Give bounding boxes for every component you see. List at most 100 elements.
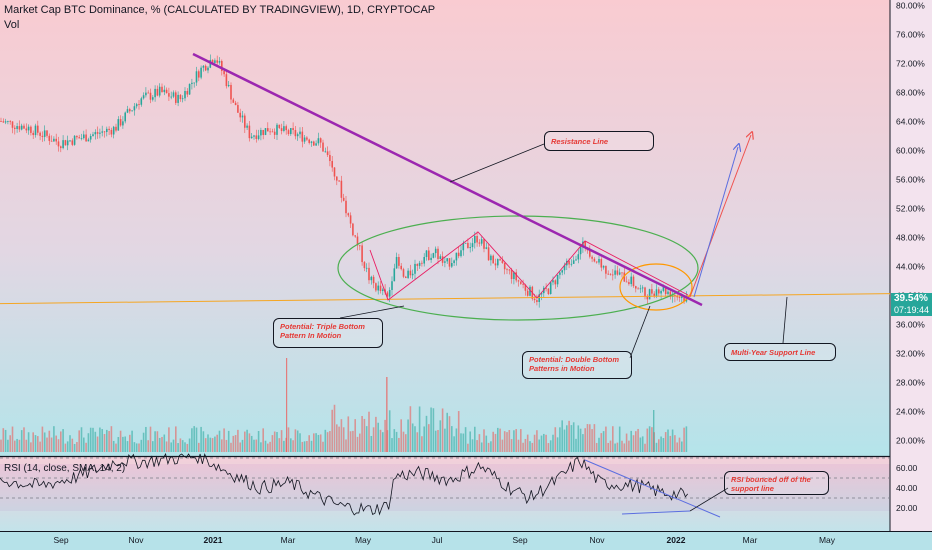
candle-body bbox=[460, 250, 462, 257]
candle-body bbox=[64, 140, 67, 146]
candle-body bbox=[142, 95, 145, 99]
volume-bar bbox=[156, 431, 159, 452]
annotation-support[interactable]: Multi-Year Support Line bbox=[724, 343, 836, 361]
candle-body bbox=[474, 235, 476, 244]
candle-body bbox=[296, 134, 299, 137]
candle-body bbox=[508, 269, 511, 271]
volume-bar bbox=[625, 433, 628, 452]
time-axis-tick: Mar bbox=[743, 535, 758, 545]
volume-bar bbox=[161, 436, 163, 452]
candle-body bbox=[149, 92, 152, 100]
volume-bar bbox=[635, 431, 637, 452]
candle-body bbox=[133, 106, 136, 111]
volume-bar bbox=[453, 436, 455, 452]
volume-bar bbox=[99, 427, 101, 452]
volume-bar bbox=[490, 441, 492, 452]
volume-bar bbox=[441, 408, 444, 452]
volume-bar bbox=[319, 434, 322, 452]
volume-bar bbox=[225, 439, 228, 452]
volume-bar bbox=[405, 434, 407, 452]
volume-bar bbox=[262, 428, 264, 452]
candle-body bbox=[333, 167, 336, 177]
candle-body bbox=[637, 288, 639, 290]
volume-bar bbox=[575, 438, 577, 452]
volume-bar bbox=[637, 428, 639, 452]
volume-bar bbox=[20, 430, 23, 452]
candle-body bbox=[451, 263, 453, 267]
volume-bar bbox=[248, 433, 251, 452]
price-axis-tick: 32.00% bbox=[896, 349, 925, 359]
volume-bar bbox=[579, 428, 582, 452]
candle-body bbox=[181, 98, 184, 100]
volume-bar bbox=[198, 442, 200, 452]
candle-body bbox=[23, 125, 25, 129]
volume-bar bbox=[552, 434, 554, 452]
candle-body bbox=[616, 270, 619, 275]
volume-bar bbox=[621, 440, 623, 452]
candle-body bbox=[503, 262, 506, 270]
volume-bar bbox=[50, 437, 53, 452]
annotation-rsi[interactable]: RSI bounced off of the support line bbox=[724, 471, 829, 495]
candle-body bbox=[600, 258, 603, 268]
candle-body bbox=[497, 259, 499, 266]
candle-body bbox=[667, 291, 669, 295]
volume-bar bbox=[55, 435, 57, 452]
candle-body bbox=[623, 272, 626, 282]
candle-body bbox=[533, 298, 536, 301]
volume-bar bbox=[655, 442, 658, 452]
candle-body bbox=[418, 262, 421, 266]
volume-bar bbox=[214, 436, 216, 452]
annotation-double-bottom[interactable]: Potential: Double Bottom Patterns in Mot… bbox=[522, 351, 632, 379]
volume-bar bbox=[676, 442, 678, 452]
candle-body bbox=[572, 260, 575, 264]
annotation-triple-bottom[interactable]: Potential: Triple Bottom Pattern In Moti… bbox=[273, 318, 383, 348]
candle-body bbox=[237, 105, 239, 113]
volume-bar bbox=[283, 440, 285, 452]
candle-body bbox=[7, 121, 9, 122]
volume-bar bbox=[602, 431, 605, 452]
time-axis-tick: Mar bbox=[281, 535, 296, 545]
candle-body bbox=[506, 269, 508, 271]
volume-bar bbox=[168, 427, 170, 452]
volume-bar bbox=[683, 427, 685, 452]
candle-body bbox=[129, 109, 131, 112]
volume-bar bbox=[129, 434, 131, 452]
volume-bar bbox=[485, 435, 488, 452]
volume-bar bbox=[237, 429, 239, 452]
candle-body bbox=[43, 130, 46, 137]
price-axis-tick: 56.00% bbox=[896, 175, 925, 185]
volume-bar bbox=[60, 431, 62, 452]
volume-bar bbox=[375, 416, 377, 452]
volume-bar bbox=[124, 436, 126, 452]
volume-bar bbox=[591, 429, 593, 452]
volume-bar bbox=[414, 426, 416, 452]
volume-bar bbox=[515, 429, 517, 452]
time-axis-background bbox=[0, 532, 932, 550]
candle-body bbox=[545, 287, 547, 289]
candle-body bbox=[37, 125, 39, 133]
volume-bar bbox=[487, 442, 490, 452]
annotation-resistance[interactable]: Resistance Line bbox=[544, 131, 654, 151]
candle-body bbox=[191, 82, 193, 84]
rsi-label[interactable]: RSI (14, close, SMA, 14, 2) bbox=[4, 463, 126, 474]
candle-body bbox=[207, 67, 209, 71]
candle-body bbox=[324, 151, 327, 153]
volume-bar bbox=[4, 429, 7, 452]
candle-body bbox=[354, 235, 356, 237]
candle-body bbox=[117, 119, 120, 131]
volume-bar bbox=[556, 437, 559, 452]
volume-label[interactable]: Vol bbox=[4, 19, 20, 31]
candle-body bbox=[462, 243, 465, 251]
price-axis-tick: 24.00% bbox=[896, 407, 925, 417]
volume-bar bbox=[2, 428, 5, 452]
volume-bar bbox=[216, 434, 218, 452]
candle-body bbox=[340, 180, 343, 198]
candle-body bbox=[455, 252, 458, 261]
candle-body bbox=[547, 288, 550, 295]
candle-body bbox=[299, 131, 301, 135]
chart-title[interactable]: Market Cap BTC Dominance, % (CALCULATED … bbox=[4, 4, 436, 16]
volume-bar bbox=[400, 419, 402, 452]
volume-bar bbox=[122, 436, 124, 452]
volume-bar bbox=[62, 429, 64, 452]
